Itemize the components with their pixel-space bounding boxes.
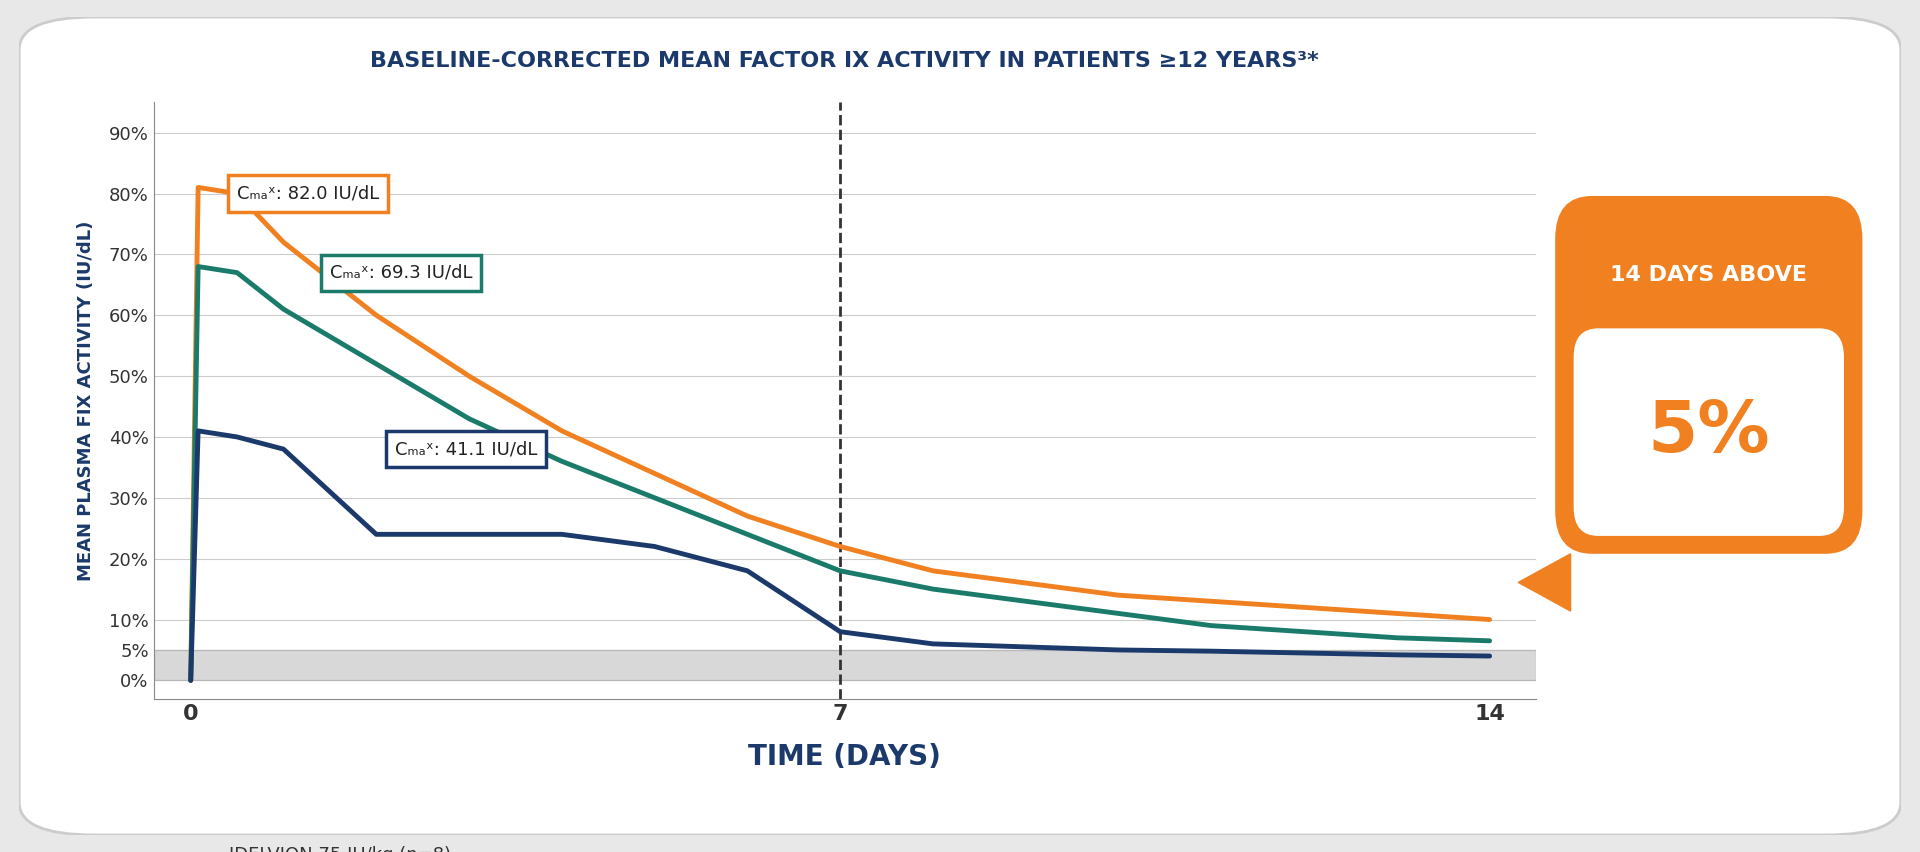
Bar	[154, 650, 1536, 681]
FancyBboxPatch shape	[1555, 196, 1862, 554]
Text: 14 DAYS ABOVE: 14 DAYS ABOVE	[1611, 265, 1807, 285]
Text: Cₘₐˣ: 41.1 IU/dL: Cₘₐˣ: 41.1 IU/dL	[396, 440, 538, 458]
Polygon shape	[1519, 554, 1571, 611]
Text: 5%: 5%	[1647, 398, 1770, 467]
FancyBboxPatch shape	[19, 17, 1901, 835]
X-axis label: TIME (DAYS): TIME (DAYS)	[749, 743, 941, 771]
FancyBboxPatch shape	[1574, 328, 1843, 536]
Y-axis label: MEAN PLASMA FIX ACTIVITY (IU/dL): MEAN PLASMA FIX ACTIVITY (IU/dL)	[77, 221, 94, 580]
Legend: IDELVION 75 IU/kg (n=8), IDELVION 50 IU/kg (n=13), IDELVION 25 IU/kg (n=7): IDELVION 75 IU/kg (n=8), IDELVION 50 IU/…	[163, 839, 470, 852]
Text: BASELINE-CORRECTED MEAN FACTOR IX ACTIVITY IN PATIENTS ≥12 YEARS³*: BASELINE-CORRECTED MEAN FACTOR IX ACTIVI…	[371, 51, 1319, 71]
Text: Cₘₐˣ: 82.0 IU/dL: Cₘₐˣ: 82.0 IU/dL	[236, 185, 380, 203]
Text: Cₘₐˣ: 69.3 IU/dL: Cₘₐˣ: 69.3 IU/dL	[330, 263, 472, 282]
